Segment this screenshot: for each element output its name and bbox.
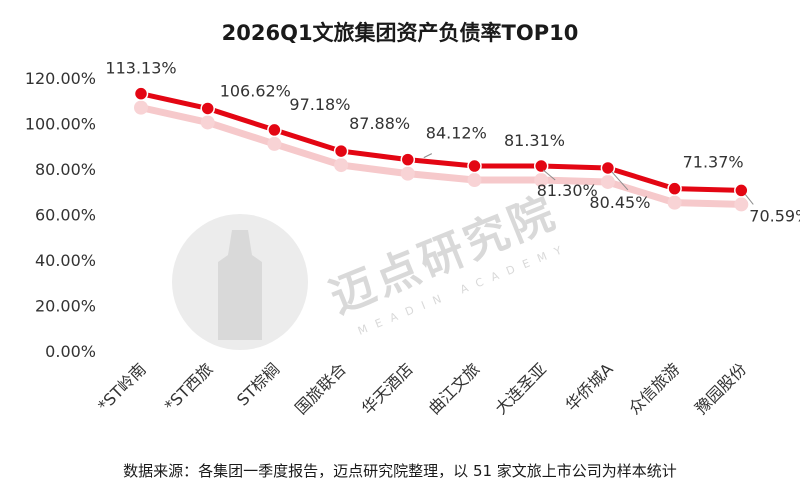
y-tick-label: 100.00% <box>25 115 96 134</box>
data-point <box>667 181 682 196</box>
data-point <box>600 160 616 176</box>
series-shadow-line <box>137 104 745 208</box>
x-tick-label: *ST岭南 <box>94 359 150 415</box>
data-point <box>400 152 416 167</box>
data-point <box>333 143 349 159</box>
source-note: 数据来源：各集团一季度报告，迈点研究院整理，以 51 家文旅上市公司为样本统计 <box>123 462 677 480</box>
y-tick-label: 20.00% <box>35 297 96 316</box>
x-axis: *ST岭南 *ST西旅 ST棕榈 国旅联合 华天酒店 曲江文旅 大连圣亚 华侨城A 众信旅游 豫园… <box>94 359 750 418</box>
shadow-point <box>200 115 215 130</box>
y-tick-label: 60.00% <box>35 206 96 225</box>
series-points <box>133 86 749 198</box>
data-label: 81.31% <box>504 131 565 150</box>
x-tick-label: 大连圣亚 <box>491 359 550 418</box>
data-point <box>533 158 549 174</box>
y-tick-label: 0.00% <box>45 342 96 361</box>
leader-line <box>542 169 556 181</box>
watermark-tower-icon <box>218 230 262 340</box>
leader-line <box>744 194 754 205</box>
data-label: 71.37% <box>683 153 744 172</box>
x-tick-label: 华侨城A <box>562 359 617 414</box>
x-tick-label: 国旅联合 <box>291 359 350 418</box>
shadow-point <box>334 158 349 173</box>
data-label: 84.12% <box>426 124 487 143</box>
shadow-point <box>267 136 282 151</box>
series-line-group <box>138 91 744 193</box>
data-label: 70.59% <box>749 206 800 225</box>
shadow-point <box>134 100 148 115</box>
data-point <box>734 183 749 198</box>
watermark: 迈点研究院 MEADIN ACADEMY <box>172 187 572 350</box>
shadow-point <box>600 174 615 189</box>
shadow-point <box>534 173 549 188</box>
y-tick-label: 120.00% <box>25 69 96 88</box>
x-tick-label: *ST西旅 <box>161 359 217 415</box>
data-point <box>467 158 482 174</box>
shadow-point <box>400 166 415 181</box>
shadow-point <box>734 197 749 212</box>
line-shadow <box>134 100 749 212</box>
data-label: 87.88% <box>349 114 410 133</box>
shadow-point <box>667 195 682 210</box>
leader-line <box>423 153 433 159</box>
data-point <box>200 101 215 116</box>
data-point <box>133 86 149 101</box>
x-tick-label: 华天酒店 <box>358 359 417 418</box>
shadow-point <box>467 173 482 188</box>
chart-title: 2026Q1文旅集团资产负债率TOP10 <box>222 21 579 45</box>
x-tick-label: 曲江文旅 <box>425 359 484 418</box>
data-label: 81.30% <box>537 181 598 200</box>
data-label: 80.45% <box>589 193 650 212</box>
data-label: 113.13% <box>105 59 176 78</box>
y-tick-label: 40.00% <box>35 251 96 270</box>
data-label: 106.62% <box>220 81 291 100</box>
leader-line <box>611 171 629 191</box>
x-tick-label: ST棕榈 <box>233 359 283 409</box>
y-axis: 0.00% 20.00% 40.00% 60.00% 80.00% 100.00% 120.… <box>25 69 96 361</box>
data-point <box>267 122 282 138</box>
data-labels: 113.13% 106.62%97.18%87.88% 84.12% 81.31% 81… <box>105 59 800 226</box>
series-line <box>138 91 744 193</box>
x-tick-label: 众信旅游 <box>625 359 684 418</box>
data-label: 97.18% <box>289 95 350 114</box>
x-tick-label: 豫园股份 <box>691 359 750 418</box>
y-tick-label: 80.00% <box>35 160 96 179</box>
